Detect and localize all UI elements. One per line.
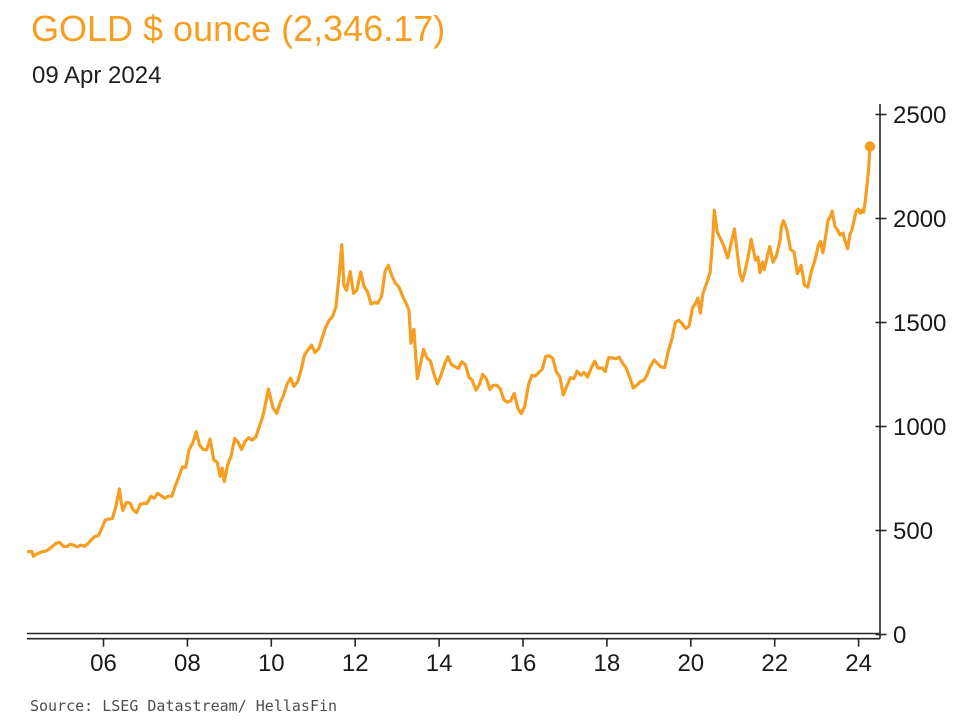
x-tick-label: 24 (845, 650, 872, 677)
x-tick-label: 22 (761, 650, 788, 677)
x-tick-label: 20 (677, 650, 704, 677)
gold-price-line (26, 144, 872, 558)
y-tick-label: 2500 (893, 102, 946, 129)
chart-date: 09 Apr 2024 (32, 62, 162, 89)
y-tick-label: 1500 (893, 310, 946, 337)
x-tick-label: 08 (174, 650, 201, 677)
x-tick-label: 10 (258, 650, 285, 677)
x-tick-label: 06 (90, 650, 117, 677)
y-tick-label: 2000 (893, 206, 946, 233)
x-tick-label: 16 (510, 650, 537, 677)
x-tick-label: 18 (594, 650, 621, 677)
y-tick-label: 1000 (893, 414, 946, 441)
y-tick-label: 0 (893, 622, 906, 649)
source-note: Source: LSEG Datastream/ HellasFin (30, 697, 338, 715)
chart-title: GOLD $ ounce (2,346.17) (31, 8, 446, 49)
y-tick-label: 500 (893, 518, 933, 545)
x-tick-label: 14 (426, 650, 453, 677)
x-tick-label: 12 (342, 650, 369, 677)
last-price-marker (864, 141, 876, 152)
